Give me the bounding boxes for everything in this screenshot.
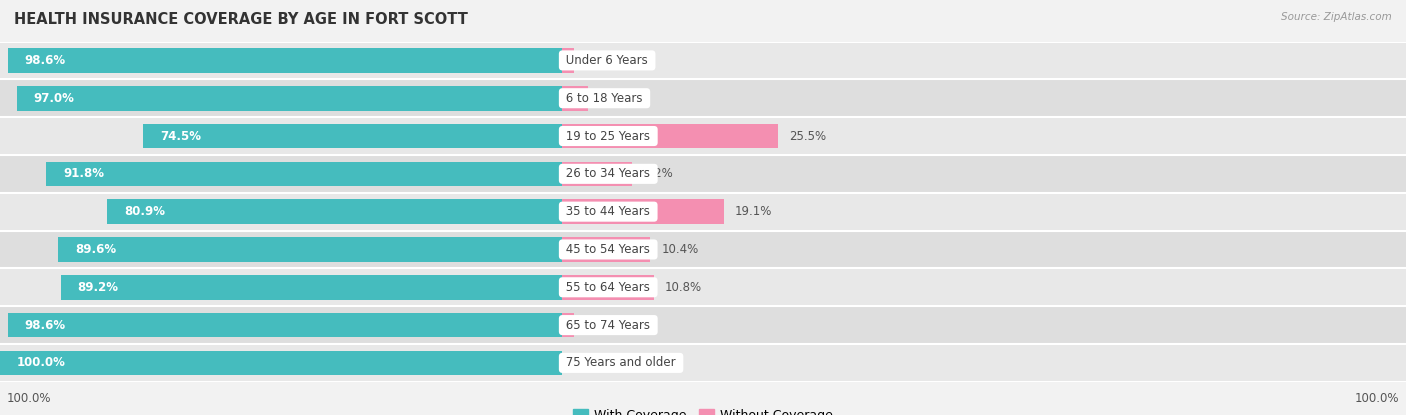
Bar [0,42,1406,79]
Bar [60,275,562,300]
Bar [562,86,588,110]
Text: 65 to 74 Years: 65 to 74 Years [562,319,654,332]
Text: 100.0%: 100.0% [1354,392,1399,405]
Bar [0,269,1406,306]
Text: 26 to 34 Years: 26 to 34 Years [562,167,654,181]
Bar [562,161,631,186]
Text: 100.0%: 100.0% [17,356,66,369]
Text: 100.0%: 100.0% [7,392,52,405]
Text: 91.8%: 91.8% [63,167,104,181]
Text: 0.0%: 0.0% [574,356,603,369]
Bar [562,48,574,73]
Text: 10.4%: 10.4% [661,243,699,256]
Text: 98.6%: 98.6% [25,319,66,332]
Bar [8,48,562,73]
Text: Source: ZipAtlas.com: Source: ZipAtlas.com [1281,12,1392,22]
Text: 45 to 54 Years: 45 to 54 Years [562,243,654,256]
Text: 55 to 64 Years: 55 to 64 Years [562,281,654,294]
Text: 25.5%: 25.5% [789,129,825,142]
Bar [0,155,1406,193]
Text: 8.2%: 8.2% [643,167,672,181]
Text: 89.2%: 89.2% [77,281,118,294]
Bar [0,79,1406,117]
Bar [562,237,650,262]
Bar [562,124,778,148]
Text: 19.1%: 19.1% [735,205,772,218]
Text: Under 6 Years: Under 6 Years [562,54,652,67]
Bar [0,306,1406,344]
Text: 6 to 18 Years: 6 to 18 Years [562,92,647,105]
Bar [0,231,1406,269]
Text: 1.4%: 1.4% [585,54,616,67]
Bar [143,124,562,148]
Text: HEALTH INSURANCE COVERAGE BY AGE IN FORT SCOTT: HEALTH INSURANCE COVERAGE BY AGE IN FORT… [14,12,468,27]
Bar [0,351,562,375]
Text: 80.9%: 80.9% [124,205,166,218]
Bar [17,86,562,110]
Text: 10.8%: 10.8% [665,281,702,294]
Text: 89.6%: 89.6% [76,243,117,256]
Text: 75 Years and older: 75 Years and older [562,356,679,369]
Text: 98.6%: 98.6% [25,54,66,67]
Bar [107,199,562,224]
Bar [562,275,654,300]
Bar [0,344,1406,382]
Text: 35 to 44 Years: 35 to 44 Years [562,205,654,218]
Bar [0,193,1406,231]
Text: 19 to 25 Years: 19 to 25 Years [562,129,654,142]
Bar [562,199,724,224]
Text: 1.4%: 1.4% [585,319,616,332]
Bar [8,313,562,337]
Bar [46,161,562,186]
Bar [562,313,574,337]
Bar [0,117,1406,155]
Text: 97.0%: 97.0% [34,92,75,105]
Legend: With Coverage, Without Coverage: With Coverage, Without Coverage [568,404,838,415]
Bar [59,237,562,262]
Text: 3.0%: 3.0% [599,92,628,105]
Text: 74.5%: 74.5% [160,129,201,142]
